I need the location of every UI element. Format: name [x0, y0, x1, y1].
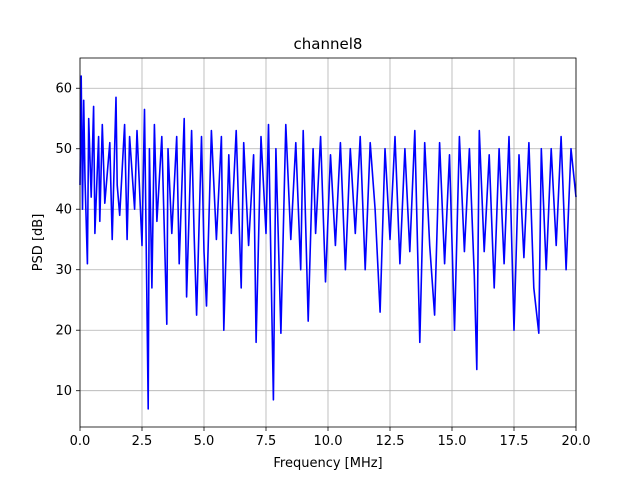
series-group	[79, 75, 577, 410]
y-tick-label: 50	[55, 142, 72, 157]
x-axis-ticks: 0.0 2.5 5.0 7.5 10.0 12.5 15.0 17.5 20.0	[70, 427, 591, 449]
x-tick-label: 10.0	[314, 434, 343, 449]
x-tick-label: 12.5	[376, 434, 405, 449]
y-tick-label: 60	[55, 82, 72, 97]
x-tick-label: 15.0	[438, 434, 467, 449]
y-axis-label: PSD [dB]	[31, 214, 46, 272]
chart-title: channel8	[294, 35, 363, 53]
y-tick-label: 20	[55, 324, 72, 339]
x-tick-label: 5.0	[194, 434, 215, 449]
y-tick-label: 40	[55, 203, 72, 218]
y-tick-label: 10	[55, 384, 72, 399]
x-tick-label: 20.0	[562, 434, 591, 449]
x-tick-label: 7.5	[256, 434, 277, 449]
x-axis-label: Frequency [MHz]	[273, 456, 382, 471]
x-tick-label: 2.5	[132, 434, 153, 449]
y-axis-ticks: 10 20 30 40 50 60	[55, 82, 80, 399]
x-tick-label: 17.5	[500, 434, 529, 449]
y-tick-label: 30	[55, 263, 72, 278]
psd-series-line	[79, 75, 577, 410]
x-tick-label: 0.0	[70, 434, 91, 449]
